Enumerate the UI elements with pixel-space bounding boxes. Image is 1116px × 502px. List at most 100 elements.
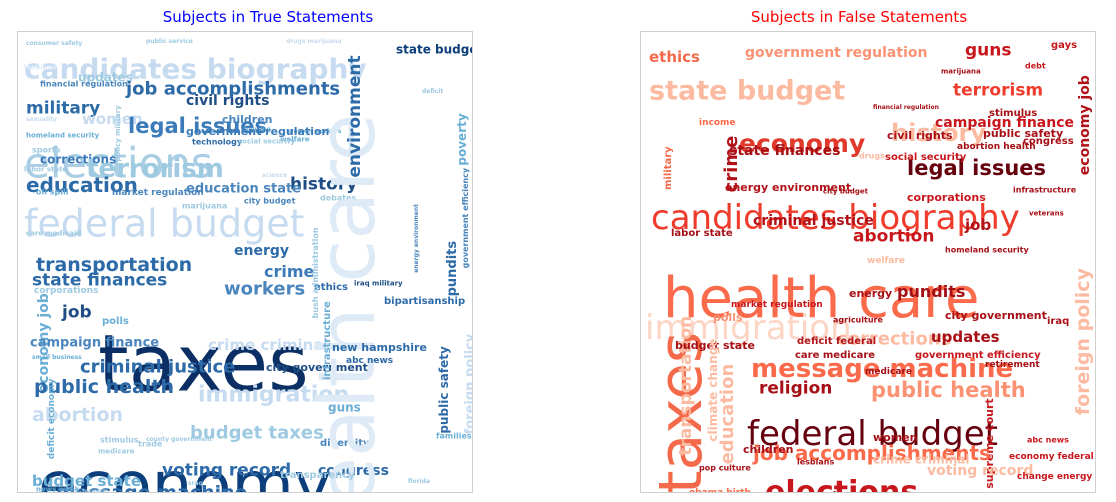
true-word-military: military (26, 99, 100, 119)
false-word-education-state: education state (821, 489, 918, 493)
true-word-corporations: corporations (34, 286, 98, 296)
true-word-welfare: welfare (280, 136, 310, 144)
false-word-public-health: public health (871, 378, 1026, 402)
true-word-iraq-military: iraq military (354, 280, 403, 288)
true-word-drugs-marijuana: drugs marijuana (286, 38, 342, 45)
true-word-children: children (222, 113, 272, 126)
false-word-budget-state: budget state (675, 339, 755, 352)
true-word-message-machine: message machine (56, 482, 248, 493)
true-word-terrorism: terrorism (86, 154, 224, 184)
false-word-job: job (964, 216, 991, 234)
false-word-abortion-health: abortion health (957, 142, 1036, 152)
true-word-crime: crime (264, 262, 315, 281)
right-panel-title: Subjects in False Statements (750, 8, 968, 26)
true-word-environment: environment (345, 55, 365, 177)
true-word-federal-budget: federal budget (24, 201, 305, 245)
true-word-county-government: county government (146, 436, 212, 443)
false-word-infrastructure: infrastructure (1013, 185, 1077, 194)
true-word-economy-job: economy job (36, 293, 52, 393)
true-word-legal-issues: legal issues (128, 114, 267, 138)
true-word-civil-rights: civil rights (186, 93, 269, 109)
false-word-job-accomplishments: job accomplishments (752, 441, 991, 465)
false-word-immigration: immigration (645, 308, 852, 348)
true-word-public-safety: public safety (437, 346, 451, 434)
false-statements-wordcloud: ethics government regulation guns gays state… (640, 31, 1096, 493)
true-word-financial-regulation: financial regulation (40, 79, 128, 88)
true-word-corrections: corrections (40, 153, 116, 167)
true-word-infrastructure: infrastructure (322, 301, 333, 380)
true-word-government-regulation: government regulation (186, 125, 329, 138)
false-word-taxes: taxes (646, 332, 716, 493)
false-word-updates: updates (931, 328, 1000, 346)
false-word-history: history (891, 119, 986, 147)
left-panel-title: Subjects in True Statements (162, 8, 374, 26)
true-word-congress: congress (318, 463, 389, 479)
false-word-transportation: transportation (676, 316, 696, 456)
true-word-candidates-biography: candidates biography (24, 52, 367, 85)
false-word-supreme-court: supreme court (983, 398, 996, 488)
false-word-ethics: ethics (649, 48, 700, 66)
false-word-pundits: pundits (897, 282, 965, 301)
false-word-terrorism: terrorism (953, 81, 1043, 101)
false-word-drugs: drugs (859, 151, 885, 160)
true-word-housing: housing (244, 126, 271, 133)
true-word-budget-state: budget state (32, 472, 141, 490)
false-word-legal-issues: legal issues (907, 156, 1046, 180)
false-word-marijuana: marijuana (941, 68, 981, 76)
false-word-message-machine: message machine (751, 354, 1013, 384)
true-word-stimulus: stimulus (100, 435, 139, 444)
false-word-crime-criminal: crime criminal (873, 453, 969, 467)
false-word-education: education (717, 364, 738, 465)
true-word-transparency: transparency (280, 470, 355, 481)
true-word-sexuality: sexuality (26, 116, 57, 123)
false-word-debt: debt (1025, 61, 1046, 70)
false-word-debates: debates (743, 492, 784, 493)
true-word-diversity: diversity (320, 438, 370, 449)
false-word-guns: guns (965, 41, 1012, 61)
true-word-budget-taxes: budget taxes (190, 422, 324, 443)
false-word-foreign-policy: foreign policy (1072, 267, 1094, 415)
false-word-state-budget: state budget (649, 76, 845, 107)
false-word-women: women (873, 431, 917, 444)
false-word-veterans: veterans (1029, 210, 1064, 218)
true-word-tourism: tourism (82, 488, 108, 493)
true-word-taxes: taxes (98, 319, 309, 409)
true-word-education-state: education state (186, 181, 301, 196)
true-word-medicare: medicare (98, 448, 135, 456)
true-word-history: history (290, 175, 357, 195)
false-word-health-care: health care (663, 266, 979, 331)
true-word-marijuana: marijuana (182, 201, 227, 210)
true-word-energy-environment: energy environment (413, 204, 420, 273)
true-word-ethics: ethics (314, 282, 348, 293)
true-word-education: education (26, 173, 138, 197)
true-word-guns: guns (328, 401, 361, 415)
false-word-government-efficiency: government efficiency (915, 350, 1041, 361)
false-word-congress: congress (1023, 136, 1074, 147)
true-word-voting-record: voting record (162, 461, 291, 481)
false-word-city-government: city government (945, 309, 1047, 322)
false-word-obama-birth: obama birth (689, 488, 751, 493)
true-word-foreign-policy: foreign policy (463, 333, 473, 434)
true-word-health-care: health care (303, 114, 393, 493)
false-word-public-safety: public safety (983, 127, 1063, 140)
false-word-children: children (743, 443, 793, 456)
true-word-poverty: poverty (455, 113, 469, 165)
false-word-government-regulation: government regulation (745, 45, 927, 61)
false-word-labor-state: labor state (671, 228, 733, 239)
false-word-elections: elections (765, 475, 918, 493)
true-word-labor-state: labor state (24, 166, 67, 174)
true-word-care-medicaid: care medicaid (26, 230, 81, 238)
true-word-trade: trade (138, 439, 163, 448)
false-word-campaign-finance: campaign finance (935, 115, 1074, 131)
false-word-iraq: iraq (1047, 316, 1069, 327)
false-word-voting-record: voting record (927, 463, 1033, 479)
false-word-poverty: poverty (979, 492, 1023, 493)
true-word-bipartisanship: bipartisanship (384, 296, 465, 307)
false-word-economy-job: economy job (1077, 75, 1093, 175)
false-word-homeland-security: homeland security (945, 245, 1029, 254)
true-word-energy: energy (234, 243, 289, 259)
false-word-federal-budget: federal budget (747, 414, 998, 454)
false-word-income: income (699, 118, 736, 128)
false-word-energy: energy (849, 287, 892, 300)
false-word-financial-regulation: financial regulation (873, 104, 939, 111)
